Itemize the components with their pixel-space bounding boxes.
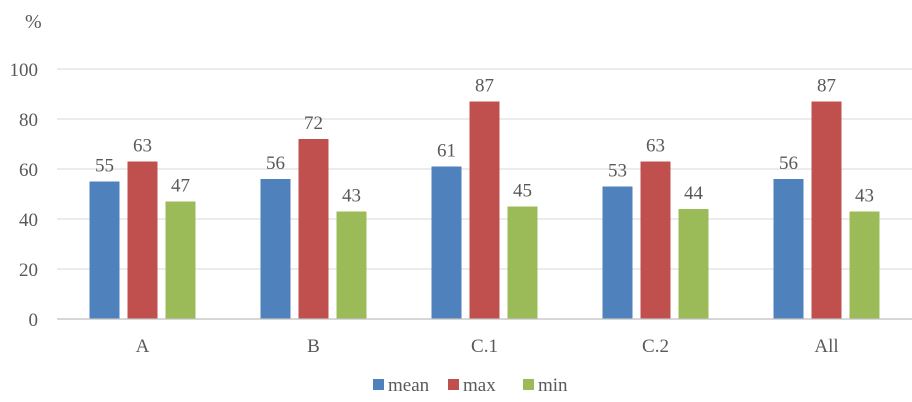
bars <box>89 101 880 319</box>
bar-max-C.2 <box>640 161 671 319</box>
data-label-min: 45 <box>513 181 532 202</box>
data-label-max: 87 <box>817 76 836 97</box>
bar-min-A <box>165 201 196 319</box>
bar-min-C.1 <box>507 206 538 319</box>
data-label-mean: 56 <box>266 153 285 174</box>
bar-min-C.2 <box>678 209 709 319</box>
legend-swatch-min <box>523 379 534 390</box>
data-label-max: 63 <box>646 136 665 157</box>
bar-max-All <box>811 101 842 319</box>
legend-label: mean <box>388 375 430 396</box>
data-label-mean: 53 <box>608 161 627 182</box>
data-label-max: 72 <box>304 113 323 134</box>
data-label-min: 47 <box>171 176 190 197</box>
data-label-mean: 56 <box>779 153 798 174</box>
data-label-max: 87 <box>475 76 494 97</box>
legend-label: min <box>538 375 568 396</box>
x-axis-categories: A B C.1 C.2 All <box>136 336 839 357</box>
bar-mean-C.2 <box>602 186 633 319</box>
y-tick-label: 20 <box>19 260 38 281</box>
legend-swatch-mean <box>373 379 384 390</box>
data-labels: 55 63 47 56 72 43 61 87 45 53 63 44 56 87 43 <box>95 76 874 207</box>
bar-mean-C.1 <box>431 166 462 319</box>
y-axis-unit-label: % <box>25 11 42 33</box>
bar-max-A <box>127 161 158 319</box>
data-label-mean: 61 <box>437 141 456 162</box>
bar-mean-B <box>260 179 291 319</box>
bar-min-All <box>849 211 880 319</box>
bar-max-B <box>298 139 329 319</box>
y-tick-label: 60 <box>19 160 38 181</box>
bar-mean-A <box>89 181 120 319</box>
data-label-max: 63 <box>133 136 152 157</box>
y-tick-label: 80 <box>19 110 38 131</box>
legend-label: max <box>463 375 496 396</box>
bar-max-C.1 <box>469 101 500 319</box>
data-label-min: 43 <box>855 186 874 207</box>
x-category-label: C.1 <box>471 336 498 357</box>
y-tick-label: 0 <box>29 310 39 331</box>
data-label-mean: 55 <box>95 156 114 177</box>
data-label-min: 43 <box>342 186 361 207</box>
x-category-label: A <box>136 336 150 357</box>
x-category-label: C.2 <box>642 336 669 357</box>
data-label-min: 44 <box>684 183 704 204</box>
y-tick-label: 100 <box>10 60 39 81</box>
x-category-label: All <box>814 336 838 357</box>
bar-mean-All <box>773 179 804 319</box>
x-category-label: B <box>307 336 320 357</box>
y-tick-label: 40 <box>19 210 38 231</box>
legend-swatch-max <box>448 379 459 390</box>
bar-min-B <box>336 211 367 319</box>
y-axis-ticks: 0 20 40 60 80 100 <box>10 60 39 331</box>
legend: mean max min <box>373 375 568 396</box>
